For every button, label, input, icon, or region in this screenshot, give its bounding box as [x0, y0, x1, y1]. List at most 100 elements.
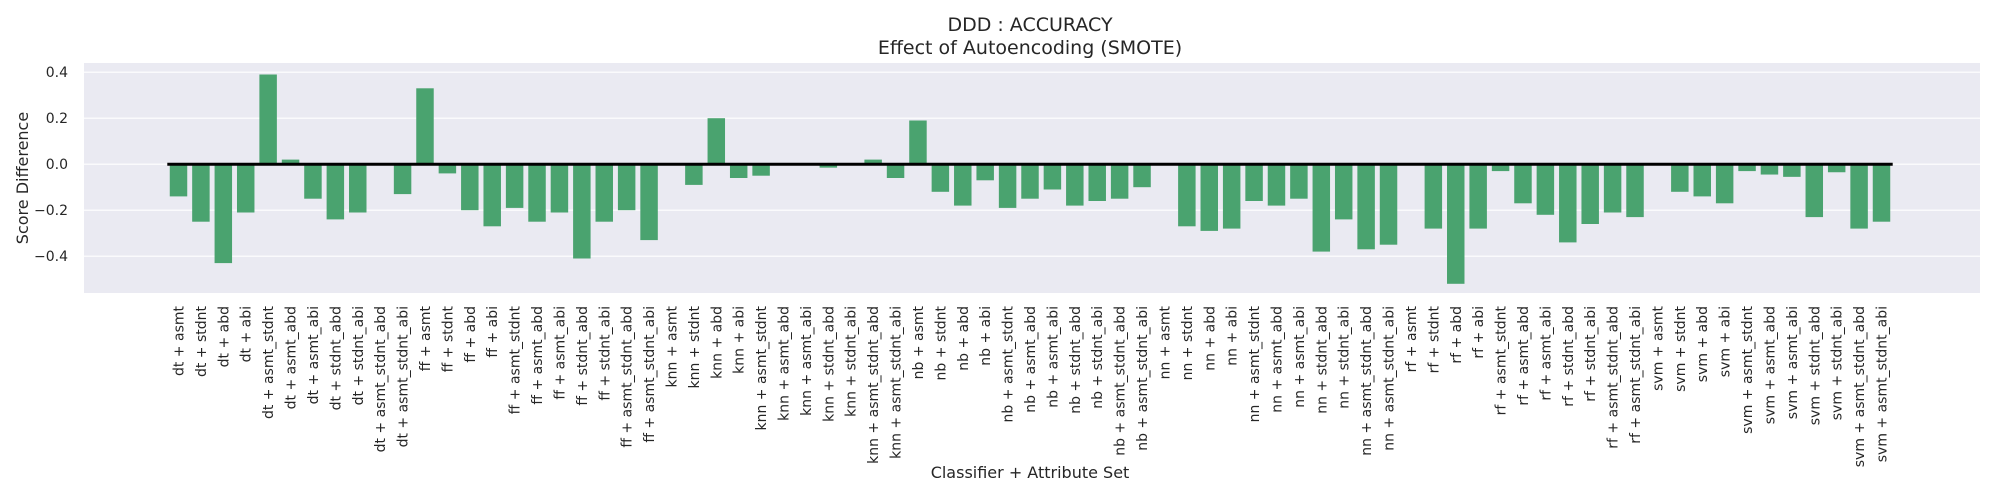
bar: [1827, 164, 1846, 173]
bar: [1603, 164, 1622, 213]
bar: [1088, 164, 1106, 201]
y-axis-label: Score Difference: [13, 112, 32, 244]
bar: [1021, 164, 1039, 199]
bar: [573, 164, 591, 259]
x-tick-label: svm + stdnt_abd: [1807, 306, 1823, 425]
y-tick-label: 0.2: [46, 111, 68, 127]
chart-subtitle: Effect of Autoencoding (SMOTE): [878, 37, 1182, 59]
bar: [1671, 164, 1689, 192]
bar: [192, 164, 210, 222]
bar: [281, 159, 300, 165]
bar: [1222, 164, 1241, 229]
x-tick-label: svm + stdnt_abi: [1830, 306, 1846, 420]
bar: [169, 164, 188, 197]
bar: [461, 164, 479, 211]
bar: [1066, 164, 1084, 206]
x-tick-label: rf + abd: [1449, 306, 1465, 364]
x-tick-label: dt + asmt_stdnt: [261, 305, 277, 419]
x-tick-label: knn + asmt_stdnt: [754, 306, 770, 431]
bar: [1290, 164, 1308, 199]
x-tick-label: knn + asmt: [664, 305, 680, 387]
bar: [864, 159, 882, 165]
x-tick-label: rf + stdnt: [1426, 306, 1442, 374]
x-tick-label: knn + stdnt_abi: [844, 306, 860, 417]
x-tick-label: dt + stdnt_abi: [351, 306, 367, 405]
bar: [326, 164, 345, 220]
bar: [1536, 164, 1555, 215]
x-tick-label: nb + stdnt: [933, 306, 949, 381]
bar: [1312, 164, 1331, 252]
x-tick-label: nb + asmt_stdnt_abd: [1113, 306, 1129, 456]
x-tick-label: dt + asmt_abi: [306, 306, 322, 404]
bar: [685, 164, 703, 185]
x-tick-label: rf + asmt_stdnt_abi: [1628, 306, 1644, 444]
bar: [1357, 164, 1375, 250]
bar: [505, 164, 524, 208]
bar: [1043, 164, 1062, 190]
bar: [1872, 164, 1891, 222]
bar: [1626, 164, 1644, 218]
bar: [349, 164, 367, 213]
x-tick-label: rf + asmt_abi: [1538, 306, 1554, 401]
x-tick-label: nn + asmt_stdnt_abi: [1382, 306, 1398, 451]
x-tick-label: dt + stdnt: [194, 305, 210, 377]
y-tick-label: −0.2: [34, 203, 68, 219]
bar: [1581, 164, 1599, 224]
x-axis-label: Classifier + Attribute Set: [931, 463, 1130, 482]
bar: [931, 164, 950, 192]
x-tick-label: svm + asmt: [1650, 306, 1666, 391]
x-tick-label: dt + asmt_stdnt_abi: [396, 306, 412, 447]
x-tick-label: svm + asmt_abd: [1762, 306, 1778, 424]
bar: [729, 164, 748, 178]
bar: [1447, 164, 1465, 284]
bar: [393, 164, 412, 195]
x-tick-label: rf + asmt_abd: [1516, 306, 1532, 406]
x-tick-labels: dt + asmt dt + stdnt dt + abd dt + abi dt + …: [172, 305, 1891, 467]
x-tick-label: knn + stdnt: [687, 306, 703, 389]
x-tick-label: nn + asmt_abd: [1269, 306, 1285, 413]
bar: [1514, 164, 1532, 204]
bar: [617, 164, 636, 211]
x-tick-label: ff + abi: [485, 306, 501, 358]
x-tick-label: rf + asmt: [1404, 306, 1420, 373]
x-tick-label: nb + asmt: [911, 305, 927, 379]
y-tick-label: −0.4: [34, 249, 68, 265]
bar: [954, 164, 972, 206]
bar: [1267, 164, 1286, 206]
bar: [1738, 164, 1756, 172]
x-tick-label: svm + asmt_stdnt_abd: [1852, 306, 1868, 467]
bar: [1133, 164, 1151, 188]
x-tick-label: ff + abd: [463, 306, 479, 363]
x-tick-label: nn + abi: [1225, 306, 1241, 366]
bar: [416, 88, 434, 165]
bar: [483, 164, 501, 227]
x-tick-label: ff + asmt_abi: [552, 306, 568, 400]
y-tick-label: 0.4: [46, 65, 68, 81]
x-tick-label: nb + stdnt_abi: [1090, 306, 1106, 409]
bar: [1334, 164, 1353, 220]
x-tick-label: svm + asmt_stdnt: [1740, 306, 1756, 434]
y-tick-labels: −0.4 −0.2 0.0 0.2 0.4: [34, 65, 68, 265]
bar: [1783, 164, 1801, 177]
x-tick-label: ff + stdnt: [440, 305, 456, 372]
x-tick-label: svm + stdnt: [1673, 306, 1689, 392]
bar: [304, 164, 322, 199]
x-tick-label: dt + abd: [216, 306, 232, 367]
x-tick-label: svm + abi: [1718, 306, 1734, 377]
x-tick-label: knn + asmt_stdnt_abi: [889, 306, 905, 459]
x-tick-label: knn + stdnt_abd: [821, 306, 837, 422]
bar: [1850, 164, 1868, 229]
bar: [259, 74, 277, 165]
bar: [752, 164, 770, 176]
x-tick-label: ff + stdnt_abi: [597, 306, 613, 401]
x-tick-label: rf + asmt_stdnt_abd: [1606, 306, 1622, 449]
bar: [1110, 164, 1129, 199]
bar: [1693, 164, 1711, 197]
x-tick-label: nn + asmt: [1157, 306, 1173, 380]
x-tick-label: dt + stdnt_abd: [328, 306, 344, 410]
x-tick-label: nn + stdnt: [1180, 306, 1196, 381]
bar: [909, 120, 927, 165]
bar: [1715, 164, 1734, 204]
